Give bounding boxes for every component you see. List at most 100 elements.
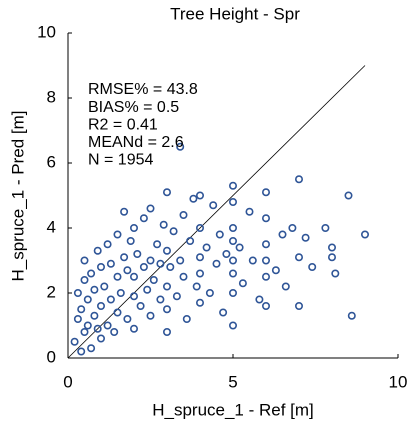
point xyxy=(106,295,115,304)
point xyxy=(261,272,270,281)
point xyxy=(176,142,185,151)
y-tick-label: 10 xyxy=(37,22,56,41)
point xyxy=(87,269,96,278)
y-axis-label: H_spruce_1 - Pred [m] xyxy=(8,110,27,281)
point xyxy=(196,269,205,278)
point xyxy=(308,262,317,271)
point xyxy=(130,224,139,233)
point xyxy=(294,175,303,184)
point xyxy=(229,224,238,233)
point xyxy=(196,298,205,307)
point xyxy=(301,233,310,242)
point xyxy=(110,327,119,336)
point xyxy=(196,224,205,233)
point xyxy=(294,253,303,262)
point xyxy=(133,250,142,259)
point xyxy=(176,256,185,265)
point xyxy=(146,256,155,265)
point xyxy=(80,275,89,284)
annotation: BIAS% = 0.5 xyxy=(88,99,179,116)
point xyxy=(229,288,238,297)
point xyxy=(261,256,270,265)
point xyxy=(146,311,155,320)
point xyxy=(179,211,188,220)
point xyxy=(229,256,238,265)
point xyxy=(281,282,290,291)
point xyxy=(139,262,148,271)
point xyxy=(229,198,238,207)
point xyxy=(146,204,155,213)
point xyxy=(229,181,238,190)
point xyxy=(123,266,132,275)
chart-title: Tree Height - Spr xyxy=(170,4,300,23)
point xyxy=(83,295,92,304)
point xyxy=(120,207,129,216)
point xyxy=(222,250,231,259)
x-tick-label: 10 xyxy=(389,372,408,391)
point xyxy=(113,272,122,281)
point xyxy=(163,246,172,255)
point xyxy=(97,334,106,343)
point xyxy=(360,230,369,239)
point xyxy=(172,292,181,301)
point xyxy=(163,327,172,336)
point xyxy=(219,308,228,317)
point xyxy=(229,269,238,278)
point xyxy=(113,230,122,239)
point xyxy=(77,347,86,356)
point xyxy=(255,295,264,304)
point xyxy=(215,230,224,239)
point xyxy=(205,288,214,297)
point xyxy=(163,305,172,314)
point xyxy=(261,214,270,223)
point xyxy=(202,243,211,252)
point xyxy=(163,188,172,197)
point xyxy=(196,253,205,262)
point xyxy=(182,314,191,323)
point xyxy=(261,301,270,310)
point xyxy=(347,311,356,320)
point xyxy=(189,194,198,203)
point xyxy=(93,246,102,255)
point xyxy=(344,191,353,200)
point xyxy=(156,295,165,304)
y-tick-label: 8 xyxy=(47,87,56,106)
point xyxy=(166,262,175,271)
point xyxy=(327,243,336,252)
x-axis-label: H_spruce_1 - Ref [m] xyxy=(152,400,314,419)
point xyxy=(143,285,152,294)
point xyxy=(245,207,254,216)
point xyxy=(103,240,112,249)
point xyxy=(288,224,297,233)
y-tick-label: 2 xyxy=(47,282,56,301)
point xyxy=(136,301,145,310)
point xyxy=(248,256,257,265)
point xyxy=(70,337,79,346)
point xyxy=(159,220,168,229)
point xyxy=(149,275,158,284)
annotation: RMSE% = 43.8 xyxy=(88,81,198,98)
point xyxy=(153,240,162,249)
y-tick-label: 6 xyxy=(47,152,56,171)
point xyxy=(100,282,109,291)
point xyxy=(80,256,89,265)
point xyxy=(192,282,201,291)
point xyxy=(93,324,102,333)
point xyxy=(321,224,330,233)
point xyxy=(229,321,238,330)
point xyxy=(113,308,122,317)
y-tick-label: 0 xyxy=(47,347,56,366)
point xyxy=(97,262,106,271)
point xyxy=(156,259,165,268)
point xyxy=(123,314,132,323)
point xyxy=(278,230,287,239)
point xyxy=(139,214,148,223)
point xyxy=(130,324,139,333)
point xyxy=(73,314,82,323)
annotation: R2 = 0.41 xyxy=(88,116,158,133)
point xyxy=(90,311,99,320)
x-tick-label: 0 xyxy=(63,372,72,391)
point xyxy=(186,237,195,246)
